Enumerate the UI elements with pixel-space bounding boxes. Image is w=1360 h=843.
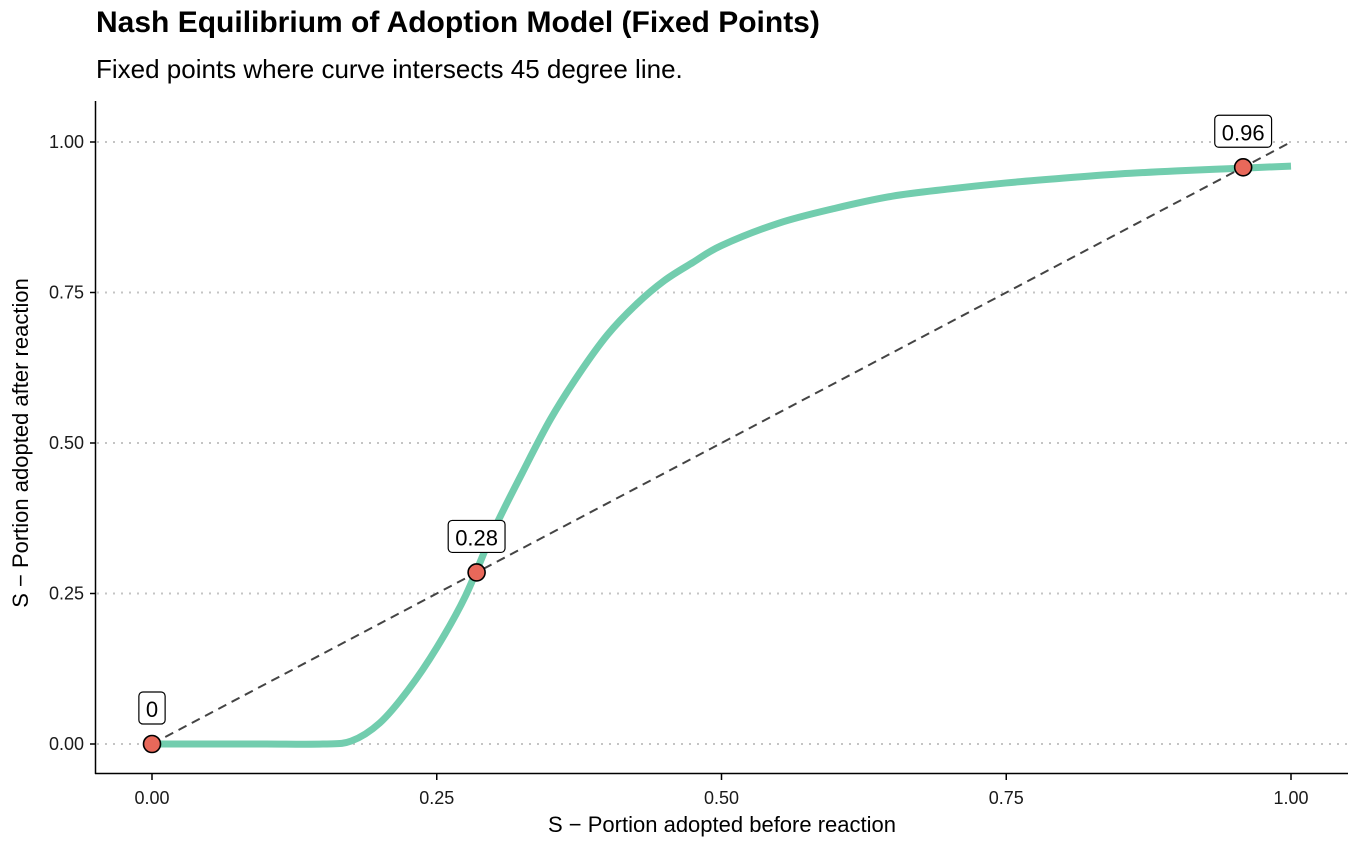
- ticks: 0.00 0.25 0.50 0.75 1.00 0.00 0.25 0.50 0.75 1.00: [49, 132, 1309, 808]
- fixed-point-label: 0.96: [1214, 114, 1273, 148]
- y-tick-label: 1.00: [49, 132, 84, 152]
- y-tick-label: 0.75: [49, 283, 84, 303]
- chart-subtitle: Fixed points where curve intersects 45 d…: [96, 54, 683, 84]
- adoption-curve: [152, 162, 1292, 748]
- axes: [94, 101, 1348, 775]
- x-tick-label: 0.50: [704, 788, 739, 808]
- x-axis-title: S − Portion adopted before reaction: [548, 812, 896, 837]
- fixed-point-label-text: 0: [146, 697, 158, 722]
- y-tick-label: 0.50: [49, 433, 84, 453]
- series: [151, 141, 1292, 748]
- fixed-point-labels: 0 0.28 0.96: [138, 114, 1273, 725]
- y-tick-label: 0.25: [49, 584, 84, 604]
- fixed-point-label-text: 0.28: [455, 525, 498, 550]
- diagonal-reference-line: [151, 141, 1292, 745]
- y-axis-title: S − Portion adopted after reaction: [8, 278, 33, 608]
- x-tick-label: 0.00: [134, 788, 169, 808]
- chart-title: Nash Equilibrium of Adoption Model (Fixe…: [96, 6, 820, 39]
- fixed-point-label-box: [138, 691, 166, 725]
- fixed-point-label: 0.28: [447, 519, 506, 554]
- fixed-point-label-box: [1214, 114, 1273, 148]
- x-tick-label: 0.75: [989, 788, 1024, 808]
- fixed-points: [142, 157, 1253, 754]
- x-tick-label: 0.25: [419, 788, 454, 808]
- fixed-point-marker: [467, 563, 486, 582]
- fixed-point-label-text: 0.96: [1222, 120, 1265, 145]
- fixed-point-marker: [1233, 157, 1253, 177]
- fixed-point-marker: [142, 734, 162, 754]
- fixed-point-label: 0: [138, 691, 166, 725]
- fixed-point-label-box: [447, 519, 506, 554]
- x-tick-label: 1.00: [1273, 788, 1308, 808]
- y-tick-label: 0.00: [49, 734, 84, 754]
